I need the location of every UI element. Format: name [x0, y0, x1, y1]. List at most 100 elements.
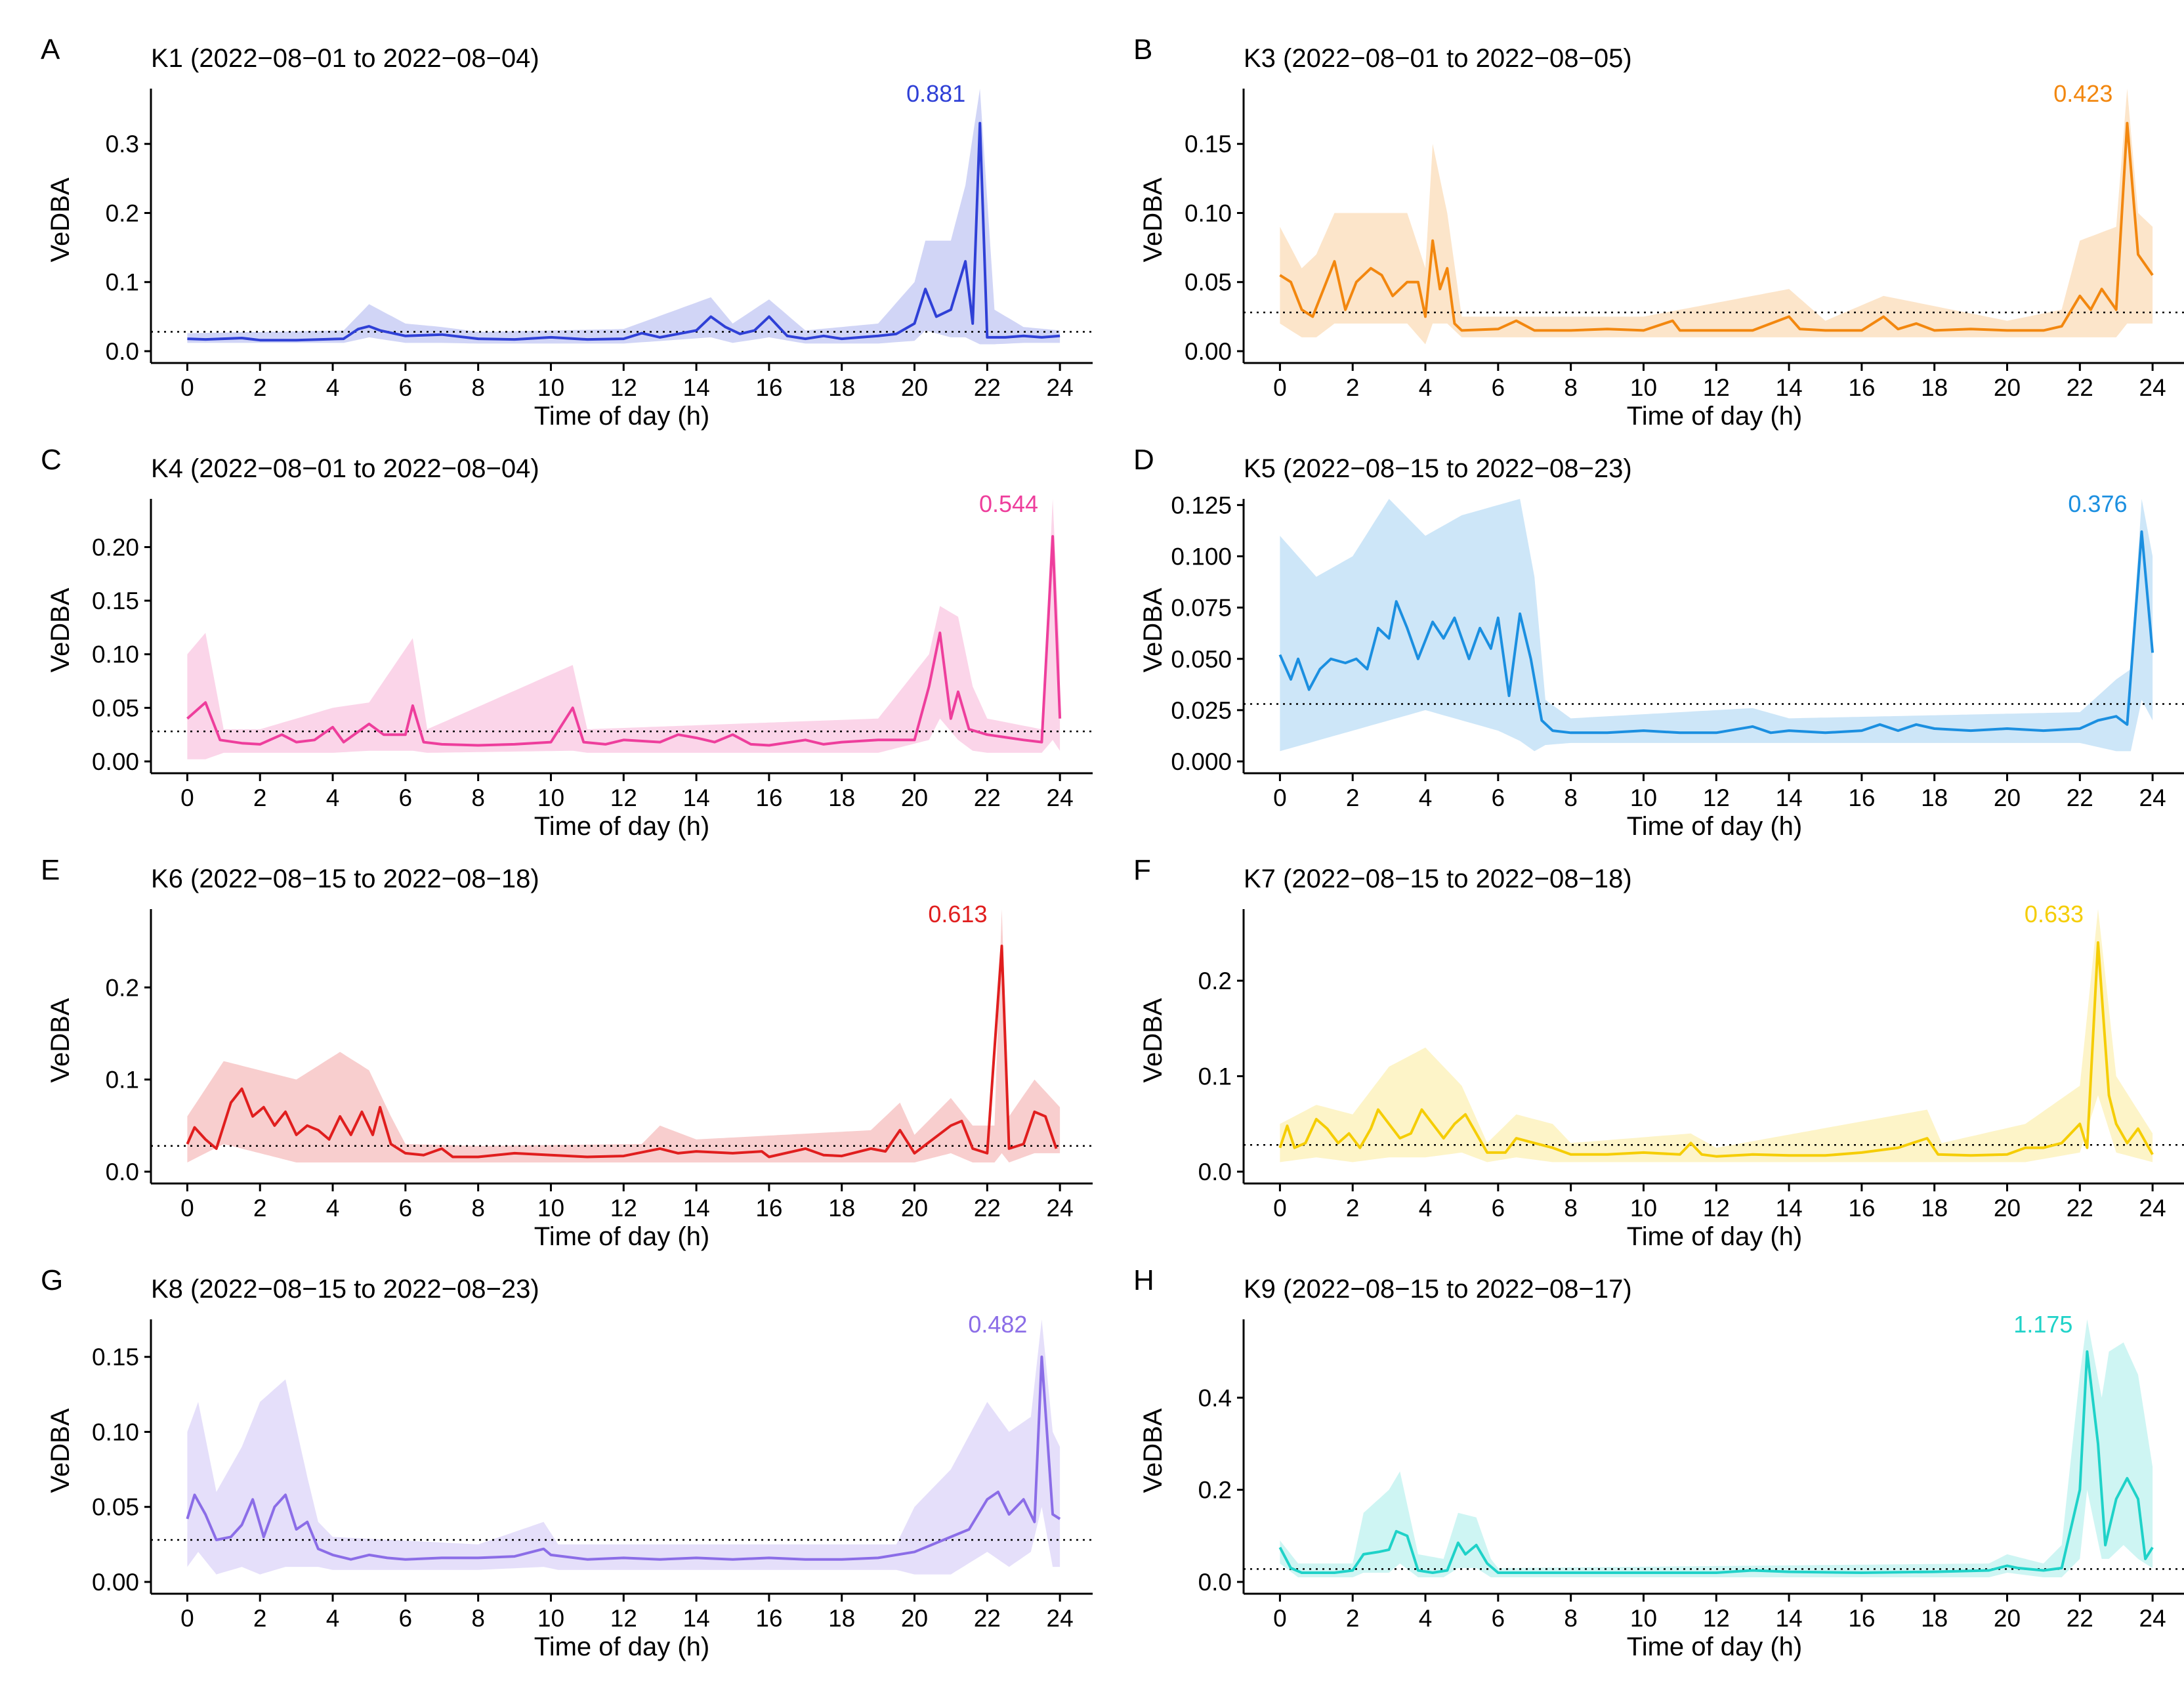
panel-c: C K4 (2022−08−01 to 2022−08−04) 0.00 0.05 0.… [41, 444, 1093, 841]
mean-line [1278, 530, 2154, 735]
y-tick-label: 0.2 [106, 200, 139, 226]
panel-title: K5 (2022−08−15 to 2022−08−23) [1244, 454, 1632, 483]
panel-h: H K9 (2022−08−15 to 2022−08−17) 0.0 0.2 0.4 0… [1133, 1264, 2184, 1661]
x-tick-label: 24 [1047, 1605, 1074, 1632]
y-tick-label: 0.15 [92, 587, 139, 614]
x-tick-label: 12 [1703, 784, 1730, 811]
x-tick-label: 22 [974, 784, 1001, 811]
x-tick-label: 22 [974, 1195, 1001, 1222]
x-tick-label: 10 [1630, 1195, 1657, 1222]
mean-line [1278, 941, 2154, 1158]
x-tick-label: 0 [180, 374, 194, 401]
x-tick-label: 4 [1419, 1195, 1433, 1222]
x-tick-label: 14 [683, 1605, 710, 1632]
x-tick-label: 18 [1921, 1605, 1948, 1632]
x-tick-label: 10 [537, 1195, 564, 1222]
ci-band [187, 909, 1060, 1162]
y-tick-label: 0.125 [1171, 492, 1232, 519]
y-tick-label: 0.05 [92, 1494, 139, 1521]
panel-e: E K6 (2022−08−15 to 2022−08−18) 0.0 0.1 0.2 0… [41, 854, 1093, 1251]
x-tick-label: 20 [901, 1195, 928, 1222]
y-tick-label: 0.025 [1171, 697, 1232, 724]
x-tick-label: 8 [471, 1605, 485, 1632]
y-tick-label: 0.2 [106, 974, 139, 1001]
x-tick-label: 14 [1776, 784, 1803, 811]
x-tick-label: 8 [471, 374, 485, 401]
x-tick-label: 20 [901, 1605, 928, 1632]
x-tick-label: 8 [1564, 1195, 1578, 1222]
y-axis-label: VeDBA [46, 587, 75, 672]
y-tick-label: 0.0 [1198, 1569, 1232, 1596]
mean-line [186, 1355, 1061, 1561]
x-tick-label: 0 [1273, 1195, 1287, 1222]
peak-value-label: 0.423 [2053, 80, 2112, 107]
panel-title: K1 (2022−08−01 to 2022−08−04) [151, 44, 539, 73]
x-tick-label: 0 [180, 784, 194, 811]
x-tick-label: 14 [683, 1195, 710, 1222]
y-tick-label: 0.100 [1171, 543, 1232, 570]
x-tick-label: 16 [1848, 1195, 1875, 1222]
x-tick-label: 20 [901, 784, 928, 811]
panel-title: K9 (2022−08−15 to 2022−08−17) [1244, 1275, 1632, 1304]
mean-line [186, 535, 1062, 747]
x-axis-label: Time of day (h) [1627, 812, 1802, 841]
panel-letter: B [1133, 33, 1152, 66]
x-tick-label: 12 [1703, 1605, 1730, 1632]
x-tick-label: 6 [399, 784, 413, 811]
x-tick-label: 18 [828, 374, 855, 401]
x-tick-label: 20 [1994, 784, 2021, 811]
y-tick-label: 0.000 [1171, 748, 1232, 775]
y-tick-label: 0.0 [106, 338, 139, 365]
x-tick-label: 18 [1921, 374, 1948, 401]
panel-title: K4 (2022−08−01 to 2022−08−04) [151, 454, 539, 483]
x-tick-label: 2 [253, 374, 267, 401]
x-tick-label: 20 [1994, 1605, 2021, 1632]
y-axis-label: VeDBA [1139, 998, 1167, 1082]
x-tick-label: 12 [610, 374, 637, 401]
y-axis-label: VeDBA [1139, 587, 1167, 672]
y-tick-label: 0.10 [1185, 200, 1232, 226]
x-tick-label: 8 [1564, 374, 1578, 401]
y-tick-label: 0.2 [1198, 1477, 1232, 1504]
x-tick-label: 2 [253, 1195, 267, 1222]
x-tick-label: 10 [537, 1605, 564, 1632]
x-axis-label: Time of day (h) [534, 1222, 709, 1251]
x-tick-label: 20 [1994, 1195, 2021, 1222]
y-axis-label: VeDBA [46, 998, 75, 1082]
x-tick-label: 4 [1419, 1605, 1433, 1632]
x-tick-label: 24 [2139, 1605, 2166, 1632]
x-tick-label: 12 [610, 784, 637, 811]
x-tick-label: 6 [399, 1195, 413, 1222]
x-tick-label: 24 [1047, 374, 1074, 401]
x-tick-label: 14 [683, 784, 710, 811]
x-axis-label: Time of day (h) [534, 812, 709, 841]
peak-value-label: 0.613 [928, 901, 987, 927]
ci-band [187, 1319, 1060, 1575]
x-tick-label: 10 [1630, 1605, 1657, 1632]
y-axis-label: VeDBA [1139, 177, 1167, 262]
x-tick-label: 10 [1630, 374, 1657, 401]
x-axis-label: Time of day (h) [1627, 1632, 1802, 1661]
x-tick-label: 8 [471, 1195, 485, 1222]
y-tick-label: 0.15 [1185, 131, 1232, 158]
x-axis-label: Time of day (h) [534, 402, 709, 431]
x-tick-label: 16 [755, 784, 782, 811]
x-tick-label: 18 [828, 784, 855, 811]
x-tick-label: 16 [755, 1195, 782, 1222]
y-tick-label: 0.10 [92, 1418, 139, 1445]
y-tick-label: 0.4 [1198, 1384, 1232, 1411]
x-tick-label: 12 [1703, 1195, 1730, 1222]
panel-letter: D [1133, 444, 1154, 476]
mean-line [1279, 121, 2154, 332]
x-tick-label: 14 [1776, 1605, 1803, 1632]
x-tick-label: 16 [1848, 1605, 1875, 1632]
x-tick-label: 12 [610, 1605, 637, 1632]
panel-b: B K3 (2022−08−01 to 2022−08−05) 0.00 0.05 0.… [1133, 33, 2184, 431]
y-tick-label: 0.0 [106, 1159, 139, 1185]
y-tick-label: 0.1 [1198, 1063, 1232, 1090]
x-tick-label: 4 [326, 1605, 340, 1632]
x-tick-label: 6 [399, 1605, 413, 1632]
x-tick-label: 2 [1346, 784, 1360, 811]
y-tick-label: 0.00 [92, 1569, 139, 1596]
